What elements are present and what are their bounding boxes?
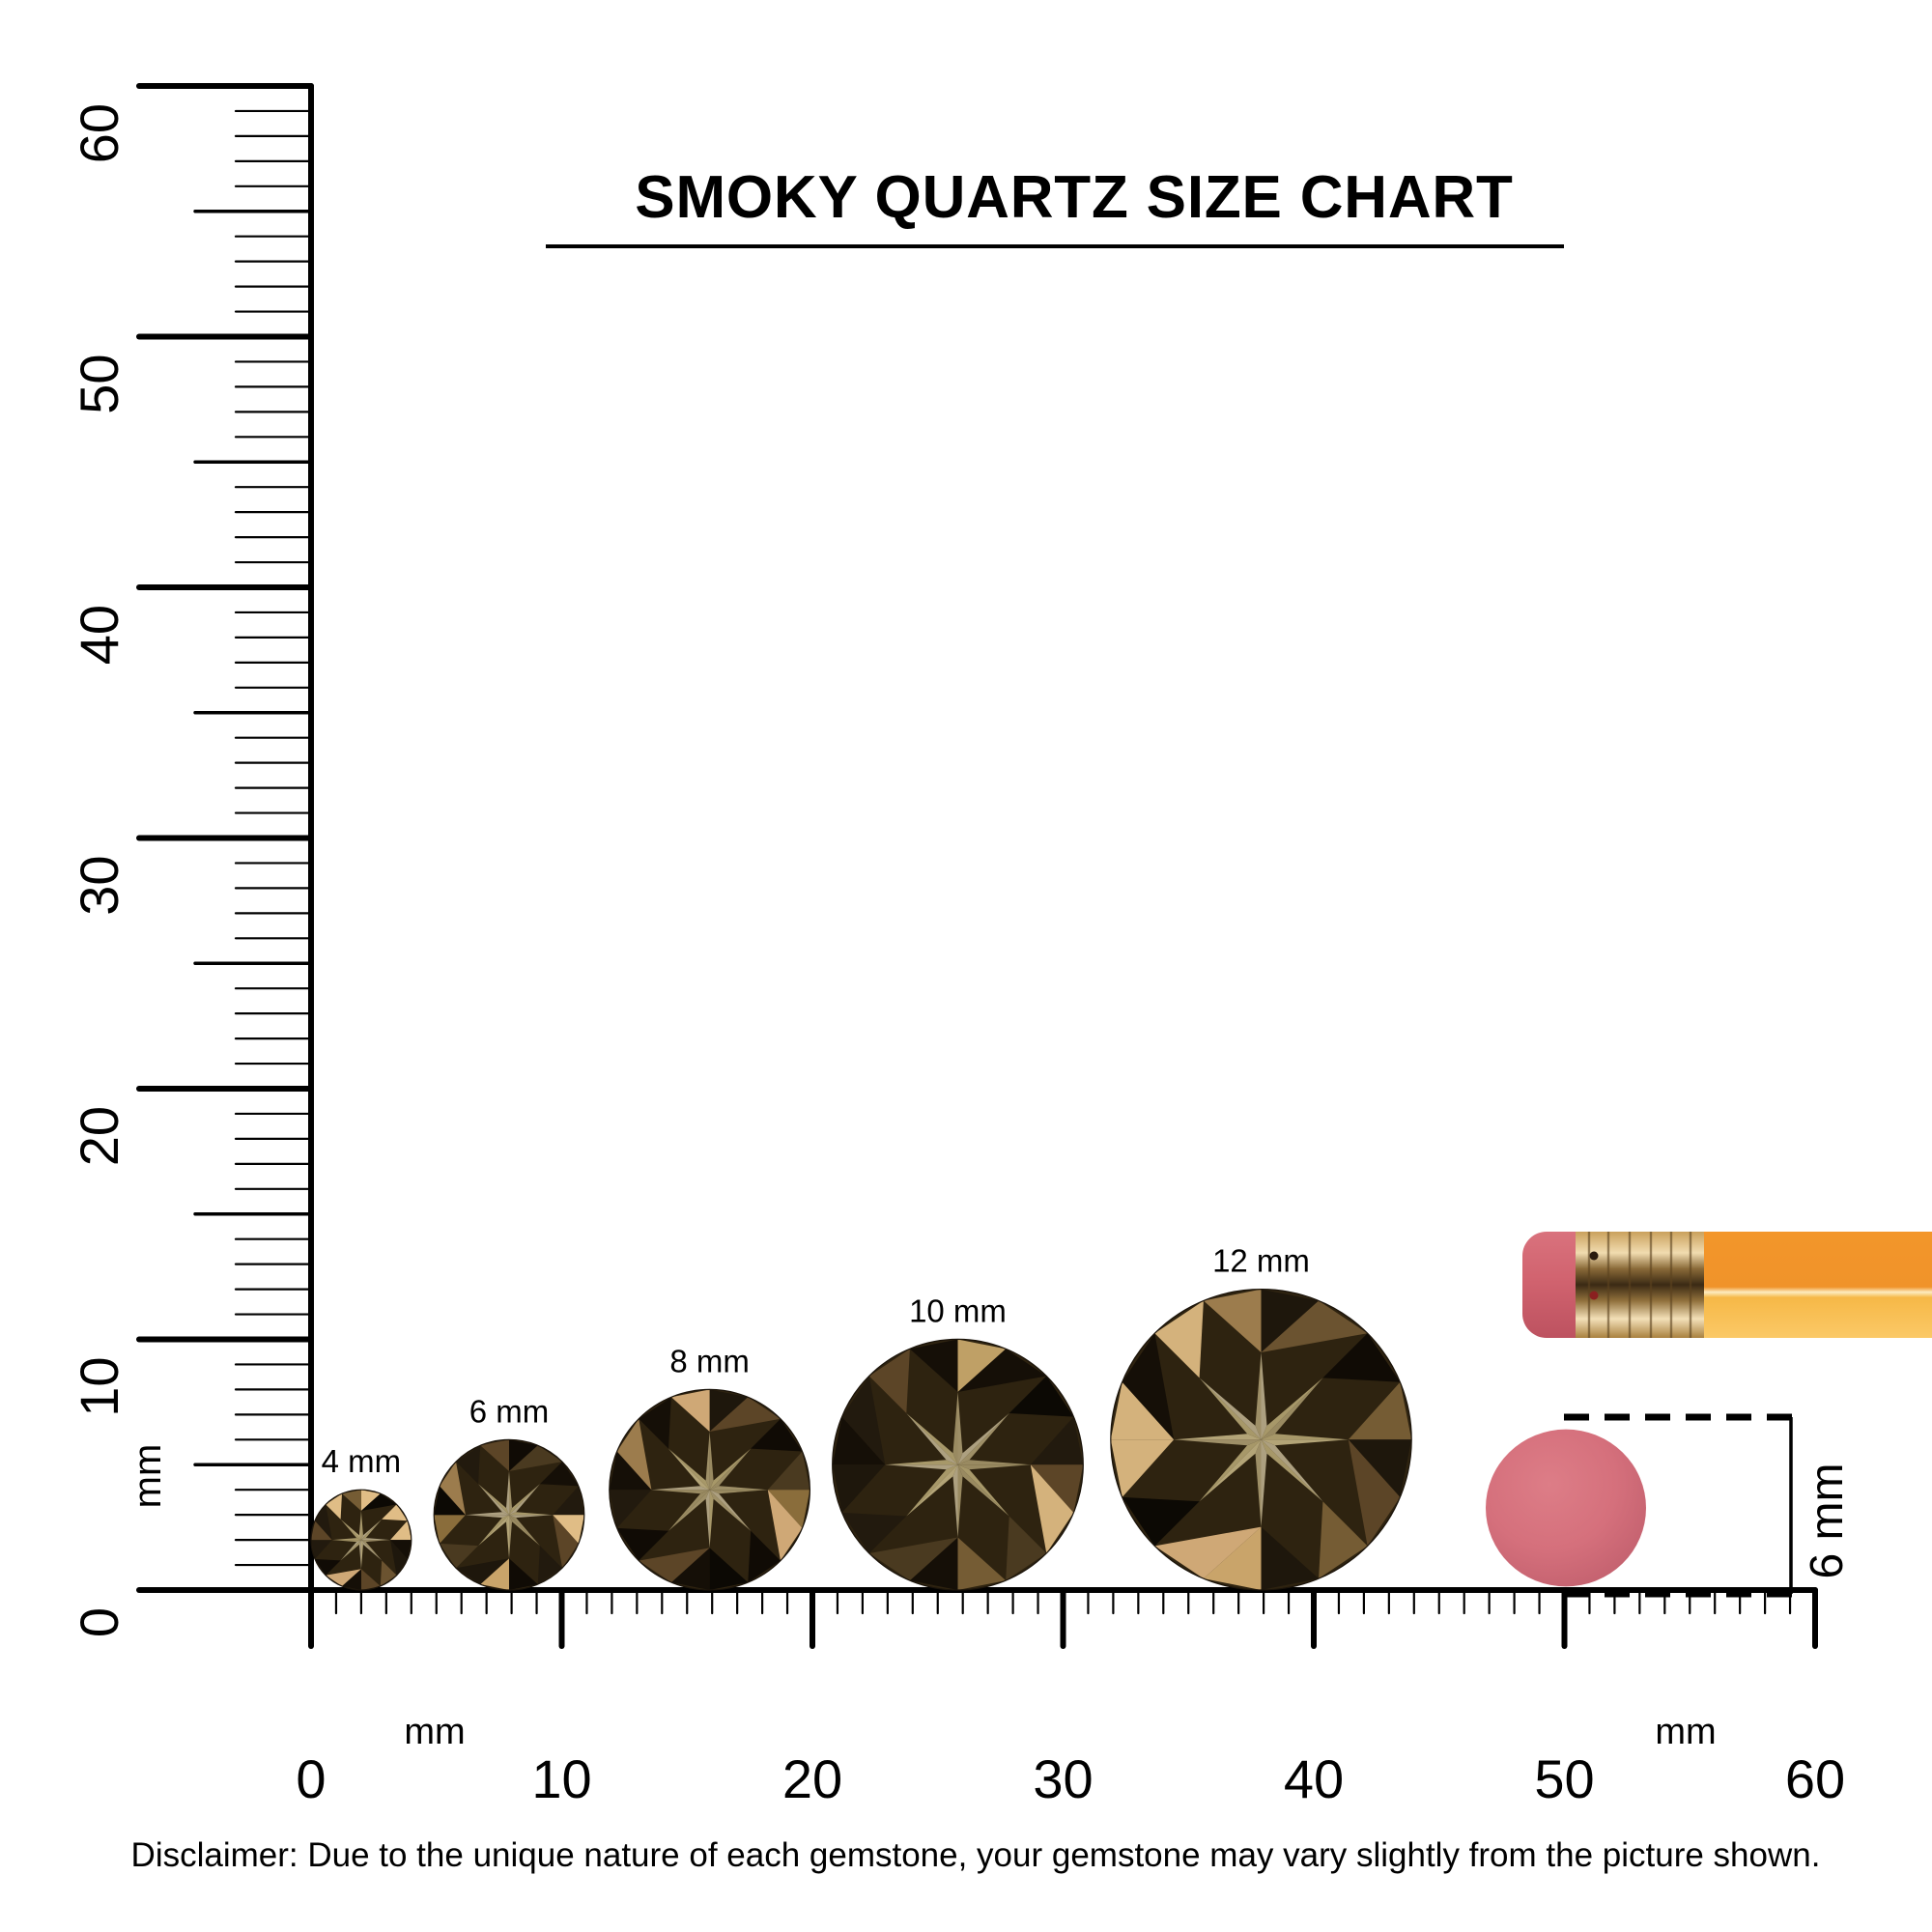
svg-text:20: 20 bbox=[782, 1748, 842, 1809]
svg-text:8 mm: 8 mm bbox=[669, 1343, 750, 1378]
svg-text:10: 10 bbox=[69, 1357, 129, 1417]
svg-text:0: 0 bbox=[296, 1748, 326, 1809]
svg-text:10 mm: 10 mm bbox=[909, 1293, 1007, 1329]
svg-text:40: 40 bbox=[69, 605, 129, 665]
svg-text:40: 40 bbox=[1284, 1748, 1344, 1809]
svg-text:20: 20 bbox=[69, 1106, 129, 1166]
svg-text:mm: mm bbox=[127, 1444, 169, 1509]
svg-text:0: 0 bbox=[69, 1607, 129, 1637]
svg-text:50: 50 bbox=[1534, 1748, 1594, 1809]
svg-text:60: 60 bbox=[69, 103, 129, 163]
svg-text:30: 30 bbox=[69, 856, 129, 916]
svg-text:10: 10 bbox=[531, 1748, 591, 1809]
svg-text:12 mm: 12 mm bbox=[1212, 1243, 1310, 1279]
svg-text:30: 30 bbox=[1033, 1748, 1093, 1809]
svg-text:mm: mm bbox=[404, 1712, 465, 1752]
svg-text:Disclaimer: Due to the unique: Disclaimer: Due to the unique nature of … bbox=[131, 1836, 1821, 1874]
svg-text:6 mm: 6 mm bbox=[1802, 1463, 1853, 1579]
svg-text:6 mm: 6 mm bbox=[469, 1393, 550, 1429]
svg-text:60: 60 bbox=[1785, 1748, 1845, 1809]
svg-text:mm: mm bbox=[1655, 1712, 1716, 1752]
svg-text:SMOKY QUARTZ SIZE CHART: SMOKY QUARTZ SIZE CHART bbox=[635, 164, 1513, 231]
svg-text:4 mm: 4 mm bbox=[322, 1443, 402, 1479]
svg-text:50: 50 bbox=[69, 355, 129, 414]
